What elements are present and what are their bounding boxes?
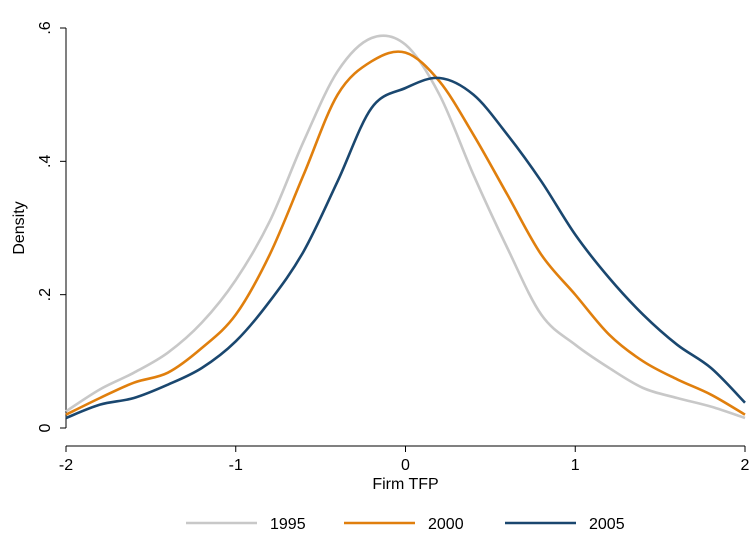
y-tick-label: .6 — [37, 21, 54, 34]
legend-label-2005: 2005 — [589, 516, 625, 533]
x-tick-label: 0 — [401, 457, 410, 474]
legend: 1995 2000 2005 — [186, 516, 625, 533]
x-tick-label: 1 — [571, 457, 580, 474]
x-tick-label: -2 — [59, 457, 73, 474]
legend-label-2000: 2000 — [428, 516, 464, 533]
y-ticks: 0 .2 .4 .6 — [37, 21, 66, 432]
y-tick-label: 0 — [37, 423, 54, 432]
y-tick-label: .4 — [37, 155, 54, 168]
x-axis-title: Firm TFP — [372, 476, 438, 493]
x-tick-label: -1 — [229, 457, 243, 474]
series-line-2005 — [65, 76, 746, 420]
x-ticks: -2 -1 0 1 2 — [59, 446, 750, 474]
series-line-2000 — [65, 50, 746, 416]
legend-label-1995: 1995 — [270, 516, 306, 533]
y-tick-label: .2 — [37, 288, 54, 301]
series-line-1995 — [65, 34, 746, 420]
y-axis-title: Density — [11, 201, 28, 254]
x-tick-label: 2 — [741, 457, 750, 474]
series-group — [65, 34, 746, 420]
